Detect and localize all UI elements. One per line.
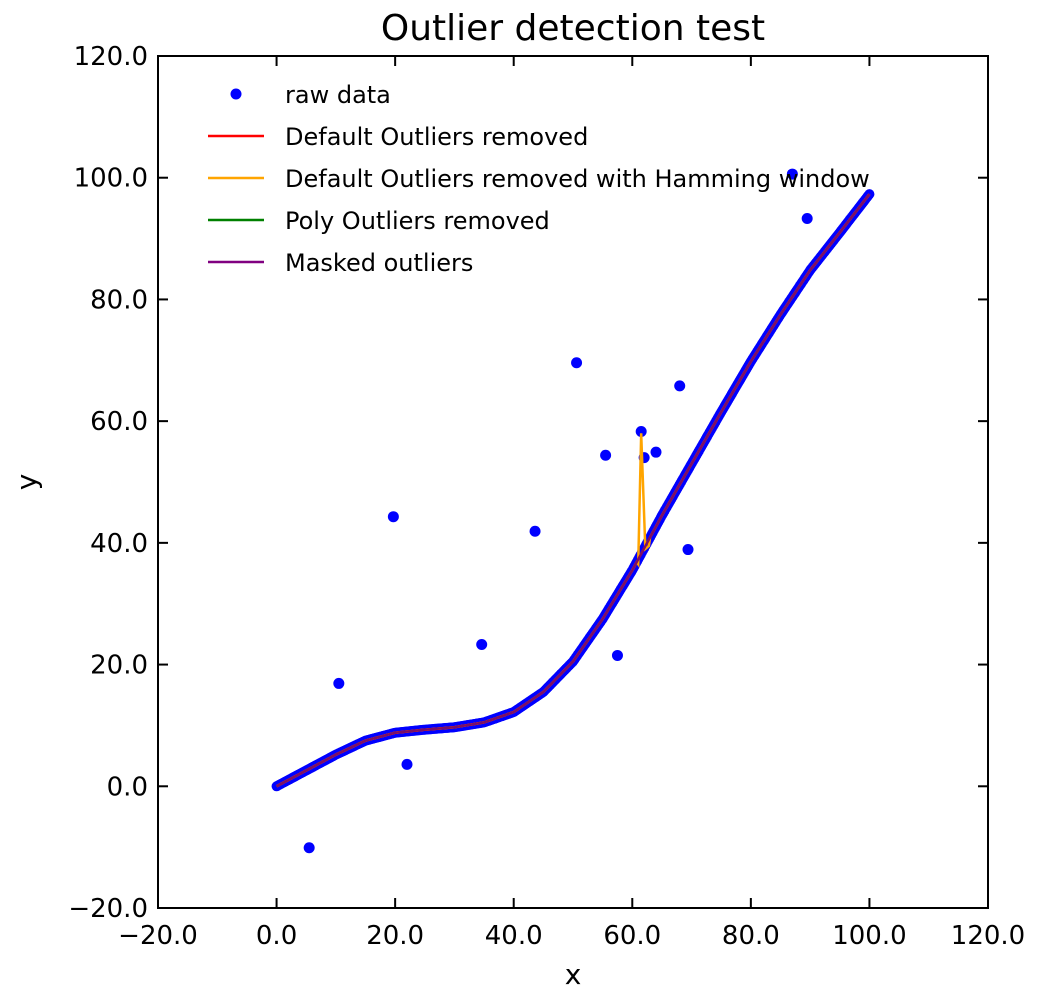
y-axis-label: y	[10, 474, 43, 491]
outlier-point	[611, 649, 623, 661]
outlier-point	[635, 425, 647, 437]
outlier-point	[571, 357, 583, 369]
plot-content	[271, 168, 875, 854]
outlier-point	[674, 380, 686, 392]
x-tick-label: 0.0	[256, 921, 297, 951]
y-tick-label: 20.0	[90, 651, 148, 681]
y-tick-label: 60.0	[90, 407, 148, 437]
outlier-point	[600, 449, 612, 461]
legend-item: Masked outliers	[208, 249, 473, 277]
masked-outliers-line	[276, 193, 871, 788]
legend-item: Default Outliers removed	[208, 123, 588, 151]
hamming-window-line	[275, 193, 871, 788]
outlier-point	[529, 525, 541, 537]
outlier-point	[333, 677, 345, 689]
legend-label: Default Outliers removed with Hamming wi…	[285, 165, 870, 193]
y-tick-label: 80.0	[90, 285, 148, 315]
x-tick-label: 100.0	[832, 921, 906, 951]
legend: raw data Default Outliers removed Default …	[208, 81, 870, 277]
y-tick-label: 120.0	[74, 42, 148, 72]
chart-title: Outlier detection test	[381, 8, 765, 49]
outlier-point	[650, 446, 662, 458]
y-tick-label: −20.0	[68, 894, 148, 924]
outlier-point	[801, 212, 813, 224]
y-axis: −20.0 0.0 20.0 40.0 60.0 80.0 100.0 120.0	[68, 42, 988, 924]
outlier-point	[401, 758, 413, 770]
legend-marker	[230, 88, 242, 100]
legend-item: Default Outliers removed with Hamming wi…	[208, 165, 870, 193]
outlier-point	[786, 168, 798, 180]
x-tick-label: 80.0	[722, 921, 780, 951]
legend-label: raw data	[285, 81, 391, 109]
legend-label: Poly Outliers removed	[285, 207, 550, 235]
legend-item: raw data	[230, 81, 391, 109]
x-axis-label: x	[565, 958, 582, 991]
legend-label: Masked outliers	[285, 249, 473, 277]
plot-frame	[157, 55, 989, 909]
x-tick-label: 120.0	[951, 921, 1025, 951]
x-tick-label: −20.0	[118, 921, 198, 951]
legend-item: Poly Outliers removed	[208, 207, 550, 235]
outlier-point	[387, 511, 399, 523]
y-tick-label: 0.0	[107, 772, 148, 802]
y-tick-label: 100.0	[74, 164, 148, 194]
y-tick-label: 40.0	[90, 529, 148, 559]
poly-outliers-removed-line	[276, 193, 871, 788]
x-axis: −20.0 0.0 20.0 40.0 60.0 80.0 100.0 120.0	[118, 56, 1025, 951]
outlier-point	[476, 638, 488, 650]
outlier-point	[682, 544, 694, 556]
x-tick-label: 20.0	[366, 921, 424, 951]
outlier-point	[303, 842, 315, 854]
x-tick-label: 60.0	[603, 921, 661, 951]
legend-label: Default Outliers removed	[285, 123, 588, 151]
default-outliers-removed-line	[275, 193, 871, 788]
x-tick-label: 40.0	[485, 921, 543, 951]
